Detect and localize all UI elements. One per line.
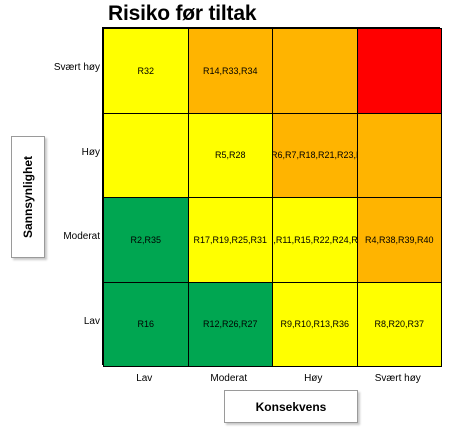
matrix-cell: R1,R11,R15,R22,R24,R30 [272,197,358,283]
matrix-cell: R12,R26,R27 [187,281,273,367]
chart-title: Risiko før tiltak [108,2,257,25]
y-axis-label-box: Sannsynlighet [11,136,45,258]
risk-matrix: R32R14,R33,R34R5,R28R3,R6,R7,R18,R21,R23… [102,27,442,367]
x-tick-label: Moderat [210,373,248,384]
matrix-cell: R8,R20,R37 [356,281,442,367]
matrix-cell: R5,R28 [187,112,273,198]
y-tick-label: Høy [81,146,100,158]
matrix-cell [272,28,358,114]
matrix-cell [356,112,442,198]
x-tick-label: Høy [304,373,323,384]
matrix-cell [103,112,189,198]
matrix-cell: R16 [103,281,189,367]
matrix-cell: R17,R19,R25,R31 [187,197,273,283]
x-axis-label: Konsekvens [255,399,327,414]
matrix-cell [356,28,442,114]
matrix-cell: R9,R10,R13,R36 [272,281,358,367]
y-axis-label: Sannsynlighet [21,155,35,239]
x-axis-label-box: Konsekvens [224,390,358,423]
matrix-cell: R2,R35 [103,197,189,283]
matrix-cell: R3,R6,R7,R18,R21,R23,R29 [272,112,358,198]
y-tick-label: Lav [83,315,100,327]
y-tick-label: Moderat [63,231,100,243]
matrix-cell: R4,R38,R39,R40 [356,197,442,283]
y-tick-label: Svært høy [53,62,100,74]
x-tick-label: Lav [136,373,153,384]
matrix-cell: R14,R33,R34 [187,28,273,114]
x-tick-label: Svært høy [374,373,421,384]
matrix-cell: R32 [103,28,189,114]
